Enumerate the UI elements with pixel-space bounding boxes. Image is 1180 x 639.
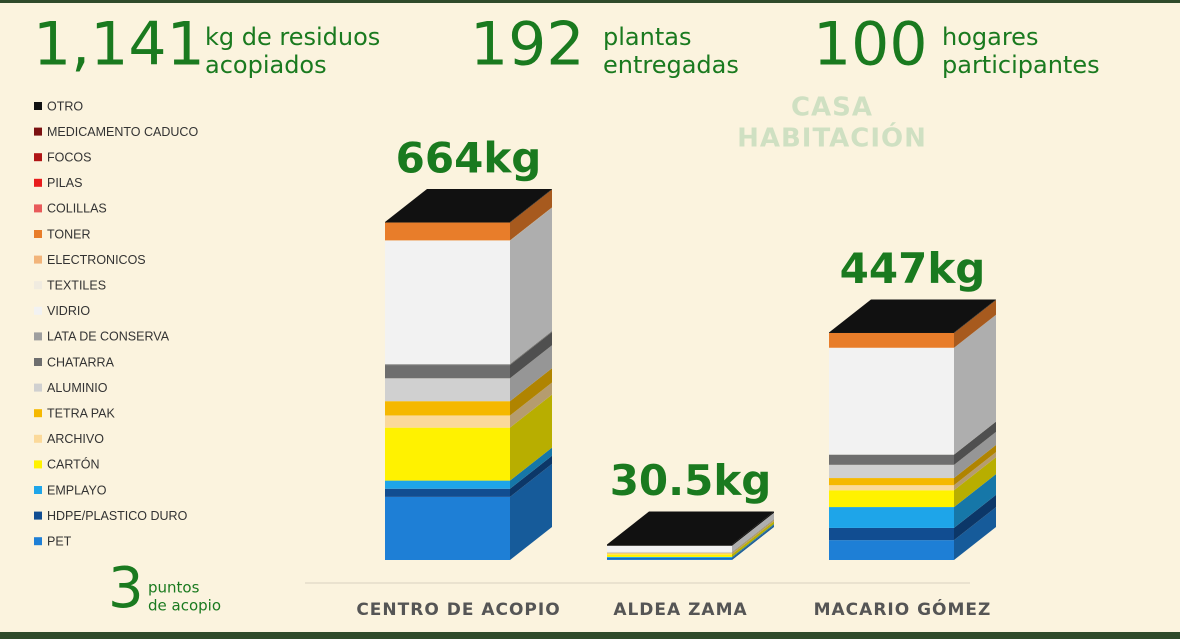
- legend-swatch: [34, 409, 42, 417]
- stat-value: 100: [813, 10, 928, 80]
- bar-front: [829, 478, 954, 485]
- bar-front: [829, 348, 954, 455]
- bar-front: [385, 378, 510, 401]
- legend-label: ALUMINIO: [47, 381, 108, 395]
- watermark: CASA: [791, 93, 873, 123]
- legend-swatch: [34, 460, 42, 468]
- category-label: ALDEA ZAMA: [613, 600, 747, 620]
- legend-swatch: [34, 256, 42, 264]
- bar-front: [385, 428, 510, 481]
- bar-front: [607, 558, 732, 560]
- legend-label: VIDRIO: [47, 304, 90, 318]
- bottom-border: [0, 632, 1180, 639]
- points-value: 3: [108, 556, 144, 621]
- legend-swatch: [34, 512, 42, 520]
- legend-swatch: [34, 153, 42, 161]
- bar-front: [385, 415, 510, 427]
- bar-front: [385, 364, 510, 365]
- legend-swatch: [34, 230, 42, 238]
- legend-swatch: [34, 128, 42, 136]
- legend-label: CARTÓN: [47, 457, 100, 472]
- infographic: CASA HABITACIÓN 1,141 kg de residuos aco…: [0, 0, 1180, 639]
- legend-swatch: [34, 204, 42, 212]
- bar-front: [829, 485, 954, 490]
- legend-label: PET: [47, 534, 72, 548]
- bar-front: [829, 528, 954, 540]
- bar-front: [607, 553, 732, 554]
- legend-swatch: [34, 307, 42, 315]
- bar-front: [607, 554, 732, 557]
- bar-front: [829, 507, 954, 528]
- bar-front: [607, 553, 732, 554]
- bar-front: [829, 332, 954, 333]
- legend-label: EMPLAYO: [47, 483, 107, 497]
- bar-front: [829, 490, 954, 507]
- bar-front: [607, 557, 732, 558]
- bar-front: [385, 489, 510, 497]
- legend-label: MEDICAMENTO CADUCO: [47, 125, 198, 139]
- legend-label: FOCOS: [47, 150, 91, 164]
- bar-front: [385, 481, 510, 489]
- watermark: HABITACIÓN: [737, 122, 927, 154]
- legend-label: TEXTILES: [47, 278, 106, 292]
- category-label: CENTRO DE ACOPIO: [356, 600, 560, 620]
- stat-label: plantas: [603, 23, 691, 51]
- legend-swatch: [34, 179, 42, 187]
- legend-swatch: [34, 384, 42, 392]
- legend-swatch: [34, 332, 42, 340]
- bar-front: [607, 558, 732, 559]
- bar-front: [607, 544, 732, 545]
- bar-front: [385, 401, 510, 415]
- category-label: MACARIO GÓMEZ: [814, 598, 992, 620]
- bar-front: [607, 546, 732, 552]
- legend-swatch: [34, 435, 42, 443]
- legend-label: HDPE/PLASTICO DURO: [47, 509, 188, 523]
- points-label: de acopio: [148, 597, 221, 615]
- legend-label: TETRA PAK: [47, 406, 116, 420]
- stat-label: acopiados: [205, 51, 327, 79]
- legend-label: LATA DE CONSERVA: [47, 330, 170, 344]
- bar-front: [385, 365, 510, 378]
- legend-swatch: [34, 102, 42, 110]
- stat-label: entregadas: [603, 51, 739, 79]
- stat-value: 1,141: [33, 10, 205, 80]
- bar-front: [829, 465, 954, 478]
- bar-front: [385, 222, 510, 223]
- bar-front: [385, 241, 510, 364]
- legend-label: PILAS: [47, 176, 82, 190]
- bar-front: [829, 540, 954, 560]
- stat-label: kg de residuos: [205, 23, 380, 51]
- legend-swatch: [34, 537, 42, 545]
- legend-label: CHATARRA: [47, 355, 115, 369]
- total-label: 664kg: [396, 134, 542, 183]
- points-label: puntos: [148, 579, 200, 597]
- stat-label: hogares: [942, 23, 1038, 51]
- bar-front: [385, 497, 510, 560]
- legend-label: OTRO: [47, 99, 83, 113]
- legend-swatch: [34, 358, 42, 366]
- bar-front: [607, 552, 732, 553]
- total-label: 447kg: [840, 244, 986, 293]
- legend-swatch: [34, 486, 42, 494]
- legend-label: COLILLAS: [47, 202, 107, 216]
- legend-label: ARCHIVO: [47, 432, 104, 446]
- bar-front: [385, 223, 510, 241]
- top-border: [0, 0, 1180, 3]
- legend-swatch: [34, 281, 42, 289]
- stat-label: participantes: [942, 51, 1100, 79]
- legend-label: TONER: [47, 227, 91, 241]
- stat-value: 192: [470, 10, 585, 80]
- total-label: 30.5kg: [610, 456, 772, 505]
- bar-front: [829, 455, 954, 465]
- bar-front: [385, 240, 510, 241]
- bar-front: [829, 333, 954, 348]
- legend-label: ELECTRONICOS: [47, 253, 146, 267]
